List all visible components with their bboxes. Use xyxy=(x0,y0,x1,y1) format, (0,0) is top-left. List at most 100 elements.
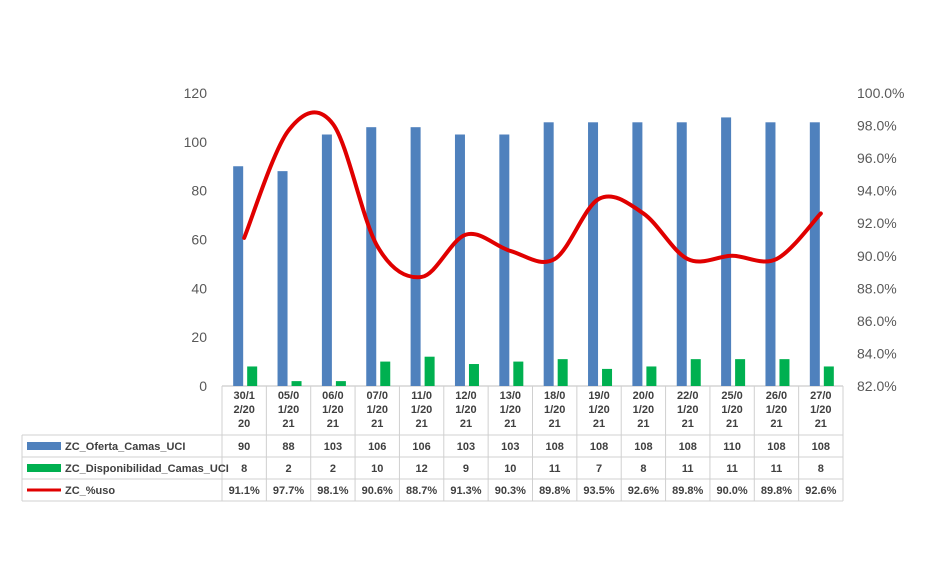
bar-disponibilidad xyxy=(335,381,346,386)
y-right-tick-label: 84.0% xyxy=(857,345,897,361)
data-label: 7 xyxy=(596,463,602,475)
y-left-tick-label: 120 xyxy=(184,85,208,101)
bar-oferta xyxy=(410,127,421,386)
y-right-tick-label: 98.0% xyxy=(857,118,897,134)
bar-oferta xyxy=(233,166,244,386)
data-label: 92.6% xyxy=(628,485,659,497)
data-label: 103 xyxy=(457,441,475,453)
x-tick-label: 13/0 1/20 21 xyxy=(500,390,521,430)
data-label: 108 xyxy=(812,441,830,453)
data-label: 108 xyxy=(679,441,697,453)
y-left-tick-label: 60 xyxy=(191,232,207,248)
y-left-tick-label: 0 xyxy=(199,378,207,394)
bar-disponibilidad xyxy=(602,368,613,386)
bar-oferta xyxy=(588,122,599,387)
data-label: 89.8% xyxy=(672,485,703,497)
data-label: 108 xyxy=(545,441,563,453)
bar-disponibilidad xyxy=(468,364,479,386)
data-label: 110 xyxy=(723,441,741,453)
x-tick-label: 06/0 1/20 21 xyxy=(322,390,343,430)
data-label: 89.8% xyxy=(761,485,792,497)
bar-oferta xyxy=(543,122,554,387)
y-right-tick-label: 92.0% xyxy=(857,215,897,231)
bar-oferta xyxy=(632,122,643,387)
bar-oferta xyxy=(366,127,377,386)
y-right-tick-label: 88.0% xyxy=(857,280,897,296)
bar-oferta xyxy=(277,171,288,386)
data-label: 98.1% xyxy=(317,485,348,497)
data-label: 11 xyxy=(771,463,783,475)
bar-oferta xyxy=(499,134,510,386)
y-left-tick-label: 100 xyxy=(184,134,208,150)
data-label: 9 xyxy=(463,463,469,475)
data-label: 108 xyxy=(767,441,785,453)
bar-oferta xyxy=(809,122,820,387)
data-label: 103 xyxy=(501,441,519,453)
bar-disponibilidad xyxy=(735,359,746,386)
bar-disponibilidad xyxy=(646,366,657,386)
legend-swatch xyxy=(27,442,61,450)
x-tick-label: 22/0 1/20 21 xyxy=(677,390,698,430)
x-tick-label: 18/0 1/20 21 xyxy=(544,390,565,430)
bar-oferta xyxy=(454,134,465,386)
y-right-tick-label: 86.0% xyxy=(857,313,897,329)
data-label: 106 xyxy=(368,441,386,453)
y-right-tick-label: 94.0% xyxy=(857,183,897,199)
y-left-tick-label: 40 xyxy=(191,280,207,296)
x-tick-label: 12/0 1/20 21 xyxy=(455,390,476,430)
data-label: 11 xyxy=(549,463,561,475)
x-tick-label: 11/0 1/20 21 xyxy=(411,390,432,430)
data-label: 93.5% xyxy=(583,485,614,497)
bar-disponibilidad xyxy=(513,361,524,386)
data-label: 91.1% xyxy=(229,485,260,497)
data-label: 8 xyxy=(818,463,824,475)
bar-disponibilidad xyxy=(247,366,258,386)
data-label: 91.3% xyxy=(450,485,481,497)
data-label: 90 xyxy=(238,441,250,453)
bar-disponibilidad xyxy=(424,356,435,386)
data-label: 90.6% xyxy=(362,485,393,497)
x-tick-label: 30/1 2/20 20 xyxy=(233,390,254,430)
data-label: 108 xyxy=(590,441,608,453)
y-right-tick-label: 82.0% xyxy=(857,378,897,394)
y-right-tick-label: 90.0% xyxy=(857,248,897,264)
legend-swatch xyxy=(27,464,61,472)
data-label: 97.7% xyxy=(273,485,304,497)
legend-label: ZC_Disponibilidad_Camas_UCI xyxy=(65,463,229,475)
data-label: 11 xyxy=(682,463,694,475)
bar-disponibilidad xyxy=(291,381,302,386)
data-label: 2 xyxy=(330,463,336,475)
data-label: 90.3% xyxy=(495,485,526,497)
bar-oferta xyxy=(721,117,732,387)
y-left-tick-label: 20 xyxy=(191,329,207,345)
data-label: 106 xyxy=(412,441,430,453)
x-tick-label: 27/0 1/20 21 xyxy=(810,390,831,430)
legend-label: ZC_Oferta_Camas_UCI xyxy=(65,441,185,453)
y-right-tick-label: 100.0% xyxy=(857,85,904,101)
data-label: 88 xyxy=(282,441,294,453)
bar-disponibilidad xyxy=(690,359,701,386)
data-label: 88.7% xyxy=(406,485,437,497)
line-uso xyxy=(242,110,823,280)
data-label: 8 xyxy=(640,463,646,475)
data-label: 10 xyxy=(371,463,383,475)
data-label: 12 xyxy=(415,463,427,475)
bar-disponibilidad xyxy=(779,359,790,386)
x-tick-label: 26/0 1/20 21 xyxy=(766,390,787,430)
data-label: 2 xyxy=(285,463,291,475)
data-label: 90.0% xyxy=(717,485,748,497)
bar-disponibilidad xyxy=(823,366,834,386)
bar-disponibilidad xyxy=(380,361,391,386)
bar-oferta xyxy=(321,134,332,386)
x-tick-label: 05/0 1/20 21 xyxy=(278,390,299,430)
data-label: 92.6% xyxy=(805,485,836,497)
data-label: 11 xyxy=(726,463,738,475)
y-right-tick-label: 96.0% xyxy=(857,150,897,166)
data-label: 8 xyxy=(241,463,247,475)
x-tick-label: 07/0 1/20 21 xyxy=(367,390,388,430)
bar-oferta xyxy=(765,122,776,387)
x-tick-label: 25/0 1/20 21 xyxy=(721,390,742,430)
data-label: 10 xyxy=(504,463,516,475)
